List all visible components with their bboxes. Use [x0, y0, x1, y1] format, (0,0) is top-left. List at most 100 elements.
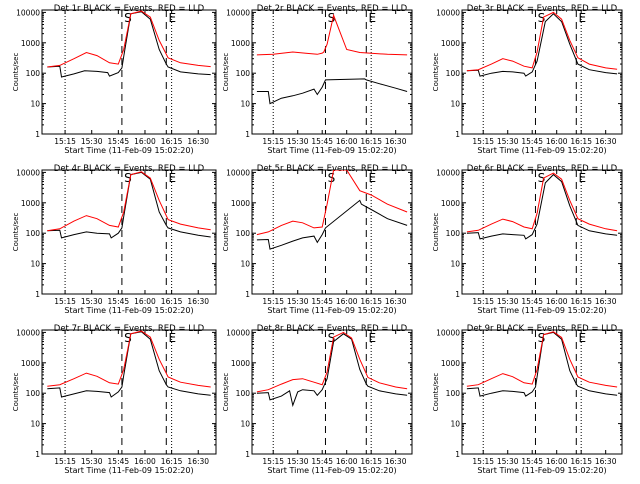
x-tick-label: 15:30	[497, 297, 519, 306]
y-tick-label: 10000	[16, 168, 40, 177]
y-tick-label: 1	[455, 130, 460, 139]
y-tick-label: 10000	[436, 328, 460, 337]
y-tick-label: 1000	[441, 39, 460, 48]
series-line-events	[47, 171, 211, 239]
x-tick-label: 15:45	[311, 457, 333, 466]
x-axis-label: Start Time (11-Feb-09 15:02:20)	[64, 146, 193, 155]
x-tick-label: 16:15	[570, 457, 592, 466]
y-tick-label: 10	[30, 420, 40, 429]
panel-det-7: Det 7r BLACK = Events, RED = LLD 1 10 100 10…	[12, 324, 217, 475]
plot-frame	[251, 329, 413, 455]
y-tick-label: 1	[245, 130, 250, 139]
x-tick-label: 16:00	[134, 457, 156, 466]
x-tick-label: 16:00	[336, 137, 358, 146]
marker-label-e: E	[368, 171, 376, 185]
y-axis-label: Counts/sec	[432, 53, 440, 92]
y-tick-label: 100	[446, 389, 461, 398]
y-tick-label: 1	[35, 290, 40, 299]
y-tick-label: 10	[30, 100, 40, 109]
y-tick-label: 1000	[21, 199, 40, 208]
series-line-lld	[466, 331, 618, 388]
series-line-events	[47, 11, 211, 78]
plot-frame	[251, 9, 413, 135]
x-tick-label: 15:45	[108, 457, 130, 466]
y-tick-label: 10	[240, 100, 250, 109]
x-tick-label: 15:30	[81, 137, 103, 146]
x-tick-label: 16:15	[161, 457, 183, 466]
x-tick-label: 15:45	[521, 457, 543, 466]
x-tick-label: 16:00	[546, 457, 568, 466]
y-axis-label: Counts/sec	[222, 373, 230, 412]
plot-frame	[41, 9, 217, 135]
y-axis-label: Counts/sec	[222, 213, 230, 252]
y-tick-label: 1	[35, 450, 40, 459]
x-tick-label: 16:15	[360, 457, 382, 466]
series-line-events	[466, 331, 618, 397]
x-tick-label: 16:30	[187, 137, 209, 146]
y-tick-label: 10	[30, 260, 40, 269]
series-line-events	[47, 331, 211, 398]
y-axis-label: Counts/sec	[432, 373, 440, 412]
y-axis-label: Counts/sec	[12, 373, 20, 412]
marker-label-e: E	[168, 11, 176, 25]
series-line-events	[256, 199, 408, 250]
marker-label-e: E	[368, 331, 376, 345]
y-tick-label: 1	[455, 450, 460, 459]
x-tick-label: 16:00	[546, 137, 568, 146]
x-tick-label: 16:30	[385, 457, 407, 466]
panel-det-2: Det 2r BLACK = Events, RED = LLD 1 10 100 10…	[222, 4, 413, 155]
y-axis-label: Counts/sec	[12, 53, 20, 92]
marker-label-s: S	[538, 171, 546, 185]
y-tick-label: 1000	[231, 199, 250, 208]
x-tick-label: 15:15	[54, 297, 76, 306]
y-tick-label: 100	[26, 229, 41, 238]
panel-title: Det 3r BLACK = Events, RED = LLD	[467, 4, 618, 14]
x-tick-label: 16:15	[360, 297, 382, 306]
y-tick-label: 10000	[226, 328, 250, 337]
y-tick-label: 10000	[436, 8, 460, 17]
series-line-lld	[47, 10, 211, 68]
x-tick-label: 15:30	[81, 457, 103, 466]
panel-title: Det 5r BLACK = Events, RED = LLD	[257, 164, 408, 174]
x-tick-label: 15:15	[472, 457, 494, 466]
x-tick-label: 15:15	[262, 297, 284, 306]
y-tick-label: 10000	[226, 8, 250, 17]
panel-title: Det 8r BLACK = Events, RED = LLD	[257, 324, 408, 334]
marker-label-s: S	[124, 171, 132, 185]
series-line-lld	[466, 11, 618, 72]
x-axis-label: Start Time (11-Feb-09 15:02:20)	[267, 466, 396, 475]
plot-frame	[461, 329, 623, 455]
x-tick-label: 16:30	[187, 457, 209, 466]
panel-det-9: Det 9r BLACK = Events, RED = LLD 1 10 100 10…	[432, 324, 623, 475]
panel-title: Det 1r BLACK = Events, RED = LLD	[54, 4, 205, 14]
x-tick-label: 15:15	[472, 297, 494, 306]
x-tick-label: 16:30	[595, 297, 617, 306]
x-tick-label: 16:00	[336, 457, 358, 466]
x-tick-label: 16:15	[161, 297, 183, 306]
panel-det-4: Det 4r BLACK = Events, RED = LLD 1 10 100 10…	[12, 164, 217, 315]
marker-label-s: S	[124, 331, 132, 345]
panel-title: Det 7r BLACK = Events, RED = LLD	[54, 324, 205, 334]
series-line-lld	[256, 13, 408, 56]
y-tick-label: 1	[35, 130, 40, 139]
x-tick-label: 15:45	[521, 137, 543, 146]
series-line-lld	[256, 331, 408, 393]
x-tick-label: 15:45	[521, 297, 543, 306]
panel-det-3: Det 3r BLACK = Events, RED = LLD 1 10 100 10…	[432, 4, 623, 155]
y-tick-label: 1	[455, 290, 460, 299]
marker-label-s: S	[538, 331, 546, 345]
panel-title: Det 4r BLACK = Events, RED = LLD	[54, 164, 205, 174]
series-line-lld	[466, 172, 618, 233]
series-line-lld	[47, 171, 211, 232]
y-tick-label: 1000	[441, 199, 460, 208]
x-tick-label: 16:00	[134, 137, 156, 146]
marker-label-s: S	[328, 11, 336, 25]
series-line-events	[466, 13, 618, 77]
x-tick-label: 16:00	[134, 297, 156, 306]
x-tick-label: 16:30	[595, 457, 617, 466]
x-tick-label: 16:15	[161, 137, 183, 146]
y-tick-label: 100	[446, 69, 461, 78]
x-tick-label: 15:30	[287, 457, 309, 466]
